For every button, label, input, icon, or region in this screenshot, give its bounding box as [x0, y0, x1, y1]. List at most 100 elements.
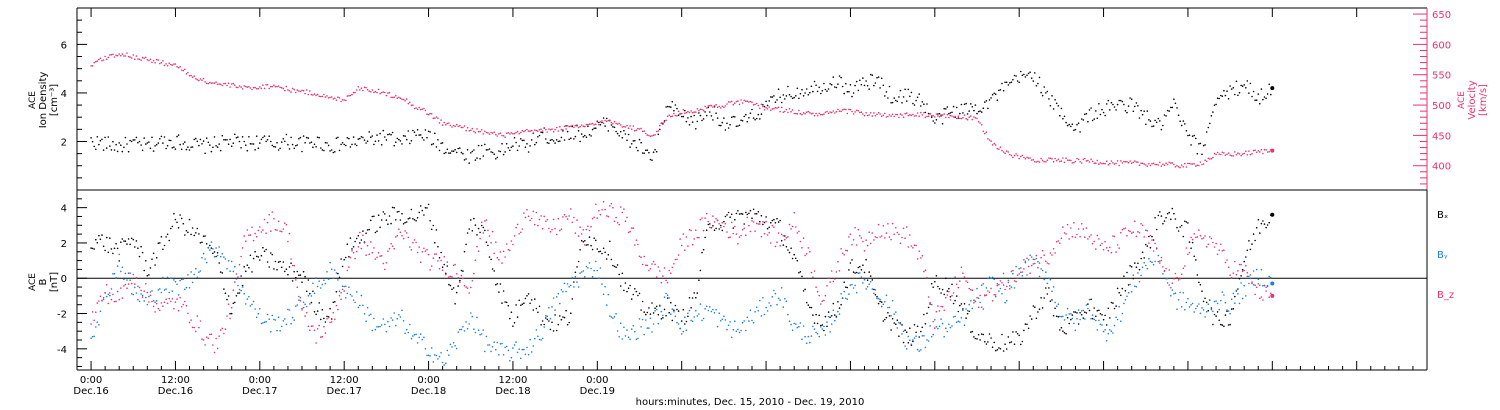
- data-point: [718, 105, 720, 108]
- data-point: [316, 93, 319, 96]
- data-point: [1087, 159, 1089, 162]
- data-point: [224, 292, 227, 295]
- data-point: [1174, 292, 1177, 295]
- data-point: [634, 244, 636, 246]
- data-point: [227, 143, 230, 145]
- data-point: [1216, 302, 1219, 305]
- data-point: [657, 313, 660, 316]
- data-point: [901, 333, 903, 335]
- data-point: [537, 136, 539, 138]
- data-point: [437, 139, 439, 141]
- data-point: [1262, 152, 1264, 155]
- data-point: [320, 336, 322, 338]
- data-point: [1216, 151, 1219, 154]
- data-point: [976, 117, 978, 120]
- data-point: [651, 135, 653, 137]
- data-point: [935, 275, 938, 277]
- data-point: [254, 308, 256, 310]
- data-point: [279, 230, 281, 232]
- data-point: [149, 147, 152, 150]
- data-point: [909, 95, 911, 98]
- data-point: [662, 123, 664, 126]
- data-point: [590, 135, 592, 137]
- data-point: [1002, 272, 1005, 275]
- data-point: [363, 313, 366, 315]
- data-point: [773, 107, 775, 110]
- data-point: [170, 277, 172, 279]
- data-point: [957, 115, 960, 117]
- data-point: [291, 316, 294, 319]
- data-point: [1216, 97, 1219, 99]
- data-point: [245, 270, 247, 273]
- data-point: [376, 256, 378, 259]
- data-point: [966, 113, 969, 115]
- data-point: [710, 310, 713, 313]
- data-point: [985, 287, 988, 289]
- data-point: [376, 230, 378, 232]
- data-point: [132, 139, 135, 141]
- data-point: [234, 133, 236, 136]
- data-point: [971, 307, 974, 310]
- data-point: [235, 278, 238, 280]
- data-point: [941, 288, 944, 291]
- data-point: [324, 141, 327, 144]
- data-point: [570, 312, 572, 315]
- data-point: [1238, 91, 1241, 94]
- data-point: [954, 276, 956, 278]
- data-point: [1090, 107, 1092, 109]
- data-point: [149, 58, 152, 61]
- data-point: [426, 354, 428, 357]
- data-point: [934, 122, 936, 124]
- data-point: [465, 129, 467, 132]
- data-point: [457, 276, 460, 279]
- data-point: [234, 84, 236, 86]
- data-point: [274, 146, 277, 148]
- data-point: [179, 279, 181, 282]
- data-point: [305, 305, 308, 308]
- data-point: [195, 137, 197, 140]
- data-point: [829, 83, 831, 85]
- data-point: [348, 255, 350, 258]
- data-point: [587, 225, 589, 227]
- data-point: [276, 142, 278, 144]
- data-point: [154, 145, 156, 147]
- data-point: [807, 110, 810, 113]
- data-point: [757, 223, 760, 225]
- data-point: [980, 333, 983, 335]
- data-point: [1229, 274, 1231, 277]
- data-point: [93, 319, 95, 322]
- data-point: [721, 121, 724, 124]
- data-point: [1023, 259, 1025, 261]
- data-point: [707, 309, 710, 312]
- data-point: [984, 101, 986, 103]
- data-point: [573, 216, 575, 219]
- data-point: [563, 139, 566, 141]
- data-point: [1063, 319, 1066, 321]
- data-point: [726, 214, 728, 216]
- data-point: [451, 346, 453, 348]
- data-point: [462, 326, 464, 328]
- data-point: [773, 226, 775, 228]
- data-point: [1123, 103, 1125, 106]
- data-point: [1195, 236, 1197, 239]
- data-point: [249, 305, 252, 307]
- data-point: [1134, 262, 1136, 264]
- data-point: [712, 225, 714, 227]
- data-point: [904, 237, 906, 239]
- data-point: [913, 324, 916, 326]
- data-point: [626, 124, 628, 127]
- data-point: [684, 323, 686, 325]
- x-tick-date: Dec.17: [327, 386, 362, 397]
- data-point: [1088, 109, 1091, 111]
- data-point: [516, 130, 519, 133]
- data-point: [427, 354, 430, 357]
- data-point: [307, 137, 310, 139]
- data-point: [1221, 291, 1224, 293]
- data-point: [165, 298, 167, 301]
- data-point: [145, 143, 147, 145]
- data-point: [998, 290, 1000, 292]
- data-point: [196, 227, 199, 230]
- data-point: [1113, 324, 1116, 327]
- data-point: [448, 354, 450, 356]
- data-point: [970, 288, 972, 291]
